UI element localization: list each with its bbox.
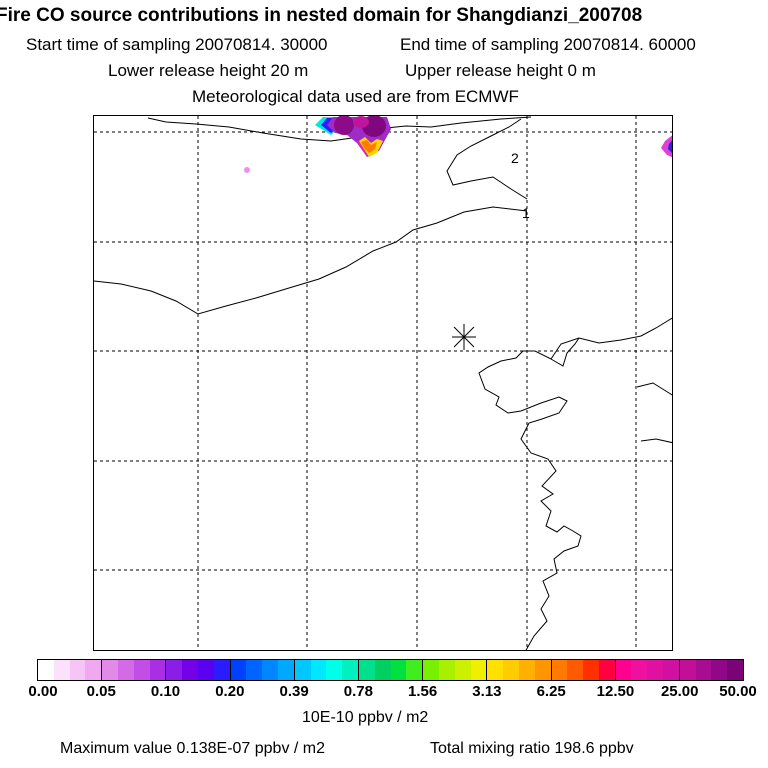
colorbar-segment (663, 660, 680, 680)
plume-dot (244, 167, 250, 173)
coastline (640, 438, 672, 444)
colorbar-segment (197, 660, 214, 680)
upper-height-label: Upper release height 0 m (405, 61, 596, 80)
colorbar-tick-label: 0.20 (215, 683, 245, 700)
asterisk-icon (452, 324, 476, 350)
colorbar-tick-label: 1.56 (408, 683, 438, 700)
colorbar-segment (406, 660, 424, 680)
colorbar-tick-label: 0.39 (279, 683, 309, 700)
colorbar-segment (615, 660, 632, 680)
colorbar-segment (598, 660, 616, 680)
colorbar-segment (454, 660, 471, 680)
coastline (94, 206, 528, 315)
plume-orange (361, 140, 377, 153)
colorbar-segment (262, 660, 278, 680)
colorbar-segment (277, 660, 295, 680)
plume-blue (668, 140, 672, 153)
colorbar-segment (631, 660, 648, 680)
colorbar-segment (470, 660, 488, 680)
colorbar-segment (695, 660, 712, 680)
plume-core (334, 116, 354, 135)
colorbar-segment (423, 660, 439, 680)
coastlines (94, 116, 672, 650)
coastline (636, 382, 672, 396)
colorbar-tick-label: 0.78 (343, 683, 373, 700)
colorbar-tick-label: 3.13 (472, 683, 502, 700)
plume-core (353, 116, 369, 128)
map-canvas: 2 1 (94, 116, 672, 650)
start-time-label: Start time of sampling 20070814. 30000 (26, 35, 328, 54)
concentration-plume-east (244, 135, 672, 173)
colorbar-segment (390, 660, 407, 680)
colorbar-segment (133, 660, 150, 680)
colorbar-segment (102, 660, 118, 680)
colorbar-segment (711, 660, 728, 680)
colorbar-segment (358, 660, 375, 680)
contour-label-1: 1 (522, 205, 530, 221)
grid-lines (94, 116, 672, 650)
colorbar-segment (503, 660, 519, 680)
colorbar-segment (518, 660, 535, 680)
colorbar-segment (567, 660, 584, 680)
end-time-label: End time of sampling 20070814. 60000 (400, 35, 696, 54)
colorbar-tick-label: 50.00 (719, 683, 757, 700)
colorbar-segment (727, 660, 744, 680)
coastline (550, 337, 580, 367)
colorbar-segment (85, 660, 103, 680)
map-title: Fire CO source contributions in nested d… (0, 5, 643, 26)
colorbar-segment (374, 660, 391, 680)
colorbar-tick-label: 6.25 (536, 683, 566, 700)
map-panel: 2 1 (93, 115, 673, 651)
units-label: 10E-10 ppbv / m2 (302, 709, 429, 726)
colorbar-segment (182, 660, 198, 680)
coastline (147, 116, 532, 142)
colorbar-segment (294, 660, 311, 680)
colorbar-tick-label: 0.05 (86, 683, 116, 700)
colorbar-tick-label: 25.00 (660, 683, 699, 700)
colorbar (37, 659, 744, 681)
colorbar-segment (117, 660, 134, 680)
colorbar-segment (53, 660, 70, 680)
colorbar-segment (310, 660, 327, 680)
coastline (446, 118, 528, 200)
colorbar-segment (38, 660, 54, 680)
colorbar-tick-label: 0.10 (150, 683, 181, 700)
coastline (478, 317, 672, 650)
colorbar-segment (213, 660, 231, 680)
colorbar-segment (534, 660, 552, 680)
colorbar-segment (647, 660, 664, 680)
total-mixing-label: Total mixing ratio 198.6 ppbv (430, 740, 634, 757)
colorbar-segment (551, 660, 568, 680)
lower-height-label: Lower release height 20 m (108, 61, 309, 80)
colorbar-segment (487, 660, 504, 680)
colorbar-segment (69, 660, 86, 680)
colorbar-segment (230, 660, 247, 680)
plume-magenta (661, 135, 672, 158)
max-value-label: Maximum value 0.138E-07 ppbv / m2 (60, 740, 326, 757)
colorbar-segment (679, 660, 696, 680)
met-data-label: Meteorological data used are from ECMWF (192, 87, 519, 106)
concentration-plume-north (315, 116, 391, 157)
contour-label-2: 2 (511, 150, 519, 166)
colorbar-segment (583, 660, 599, 680)
colorbar-segment (149, 660, 167, 680)
colorbar-segment (326, 660, 343, 680)
colorbar-segment (166, 660, 183, 680)
colorbar-tick-label: 0.00 (28, 683, 58, 700)
colorbar-segment (246, 660, 263, 680)
colorbar-tick-label: 12.50 (596, 683, 635, 700)
colorbar-segment (438, 660, 455, 680)
colorbar-segment (342, 660, 359, 680)
